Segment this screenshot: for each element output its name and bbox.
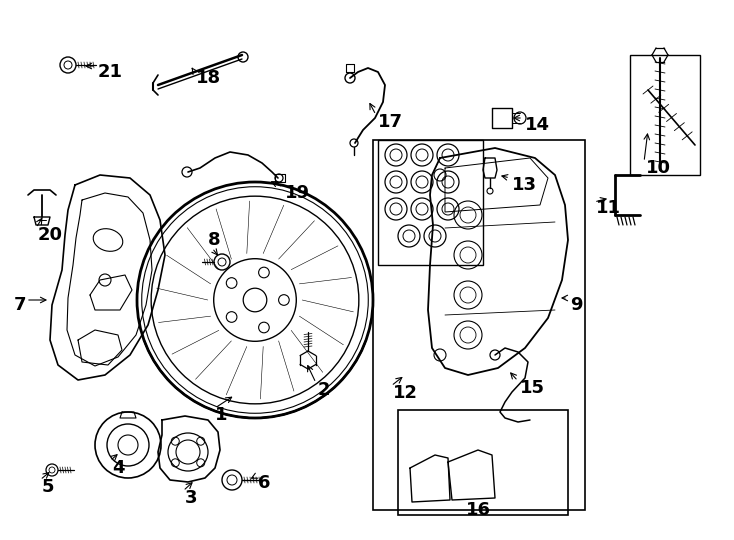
Text: 11: 11: [596, 199, 621, 217]
Text: 9: 9: [570, 296, 583, 314]
Text: 21: 21: [98, 63, 123, 81]
Text: 10: 10: [646, 159, 671, 177]
Bar: [378, 140, 483, 265]
Text: 20: 20: [38, 226, 63, 244]
Text: 18: 18: [196, 69, 221, 87]
Text: 12: 12: [393, 384, 418, 402]
Text: 8: 8: [208, 231, 221, 249]
Text: 7: 7: [14, 296, 26, 314]
Text: 14: 14: [525, 116, 550, 134]
Text: 5: 5: [42, 478, 54, 496]
Text: 19: 19: [285, 184, 310, 202]
Text: 2: 2: [318, 381, 330, 399]
Text: 13: 13: [512, 176, 537, 194]
Bar: [373, 140, 585, 510]
Text: 16: 16: [466, 501, 491, 519]
Text: 4: 4: [112, 459, 125, 477]
Text: 17: 17: [378, 113, 403, 131]
Text: 15: 15: [520, 379, 545, 397]
Text: 3: 3: [185, 489, 197, 507]
Bar: [630, 55, 700, 175]
Bar: [398, 410, 568, 515]
Text: 1: 1: [215, 406, 228, 424]
Text: 6: 6: [258, 474, 271, 492]
